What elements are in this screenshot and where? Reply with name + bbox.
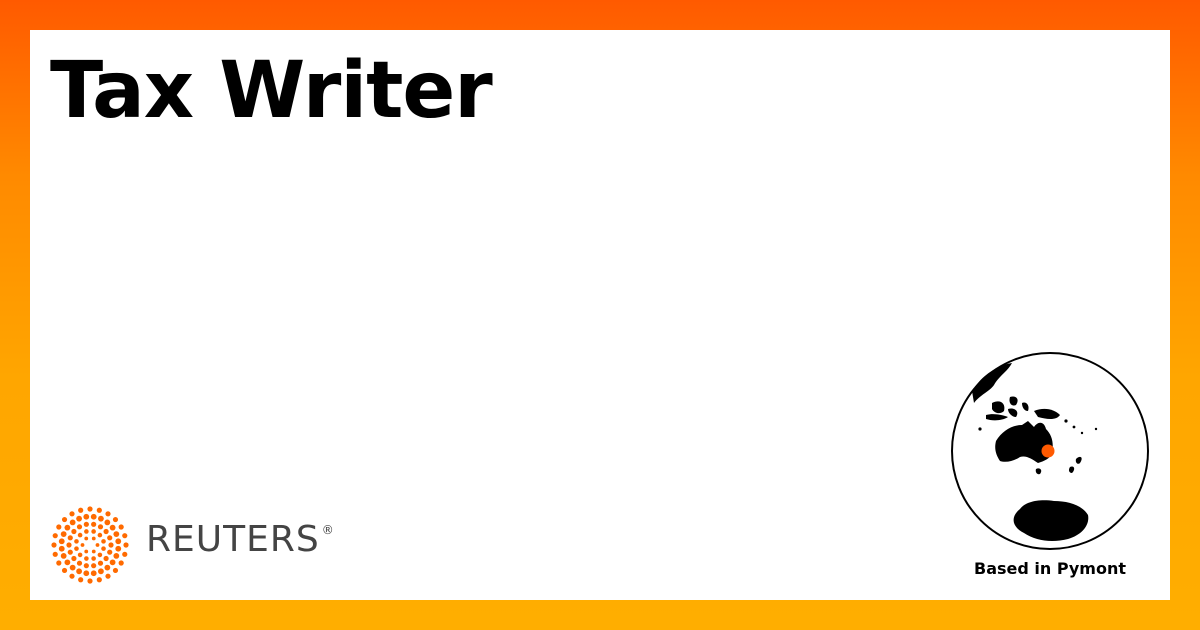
logo-dot [113,553,120,559]
logo-dot [96,577,102,583]
logo-dot [74,546,79,551]
logo-dot [69,511,75,517]
logo-dot [71,528,77,535]
logo-dot [98,568,104,575]
reuters-dot-ring-icon [51,506,129,584]
logo-dot [67,549,73,555]
logo-dot [66,542,72,548]
logo-dot [83,570,90,577]
logo-dot [64,524,71,531]
logo-dot [83,513,90,520]
logo-dot [103,555,109,562]
logo-dot [109,559,116,566]
logo-dot [105,573,111,579]
logo-dot [91,549,96,554]
logo-dot [83,563,89,569]
logo-dot [91,521,97,527]
logo-dot [69,564,76,571]
logo-dot [84,556,89,561]
reuters-wordmark: REUTERS ® [146,522,335,558]
logo-dot [58,545,65,552]
logo-dot [87,578,93,584]
logo-dot [104,564,111,571]
logo-dot [118,560,124,566]
globe-landmasses [972,363,1098,541]
logo-dot [69,573,75,579]
logo-dot [78,577,84,583]
logo-dot [71,555,77,562]
logo-dot [51,542,57,548]
logo-dot [107,549,113,555]
logo-dot [76,515,82,522]
logo-dot [84,529,89,534]
logo-dot [91,563,97,569]
logo-dot [123,542,129,548]
logo-dot [60,531,67,537]
logo-dot [83,521,89,527]
logo-dot [56,560,62,566]
brand-name: REUTERS [146,519,320,560]
logo-dot [76,524,83,530]
location-label: Based in Pymont [974,559,1126,578]
logo-dot [84,536,89,541]
logo-dot [91,556,96,561]
logo-dot [74,539,79,544]
logo-dot [69,519,76,526]
logo-dot [64,559,71,566]
logo-dot [52,533,58,539]
logo-dot [122,551,128,557]
logo-dot [115,538,122,545]
logo-dot [76,560,83,566]
logo-dot [76,568,82,575]
logo-dot [90,513,97,520]
logo-dot [91,536,96,541]
logo-dot [87,506,93,512]
location-marker [1041,444,1055,458]
logo-dot [80,543,85,547]
logo-dot [90,570,97,577]
logo-dot [97,524,104,530]
logo-dot [60,553,67,559]
logo-dot [52,551,58,557]
logo-dot [105,511,111,517]
logo-dot [122,533,128,539]
logo-dot [84,549,89,554]
logo-dot [101,546,106,551]
logo-dot [61,567,68,574]
logo-dot [118,524,124,530]
logo-dot [67,535,73,541]
logo-dot [107,535,113,541]
logo-dot [97,560,104,566]
logo-dot [78,507,84,513]
logo-dot [77,552,83,558]
registered-mark: ® [321,523,335,537]
logo-dot [58,538,65,545]
logo-dot [109,524,116,531]
logo-dot [113,531,120,537]
logo-dot [104,519,111,526]
logo-dot [115,545,122,552]
logo-dot [77,532,83,538]
logo-dot [56,524,62,530]
logo-dot [96,507,102,513]
logo-dot [108,542,114,548]
logo-dot [91,529,96,534]
profile-card: Tax Writer REUTERS ® [30,30,1170,600]
logo-dot [95,543,100,547]
logo-dot [112,516,119,523]
logo-dot [101,539,106,544]
logo-dot [112,567,119,574]
globe-australia-icon [951,352,1149,550]
page-title: Tax Writer [50,46,493,136]
logo-dot [61,516,68,523]
logo-dot [97,552,103,558]
logo-dot [97,532,103,538]
logo-dot [98,515,104,522]
logo-dot [103,528,109,535]
